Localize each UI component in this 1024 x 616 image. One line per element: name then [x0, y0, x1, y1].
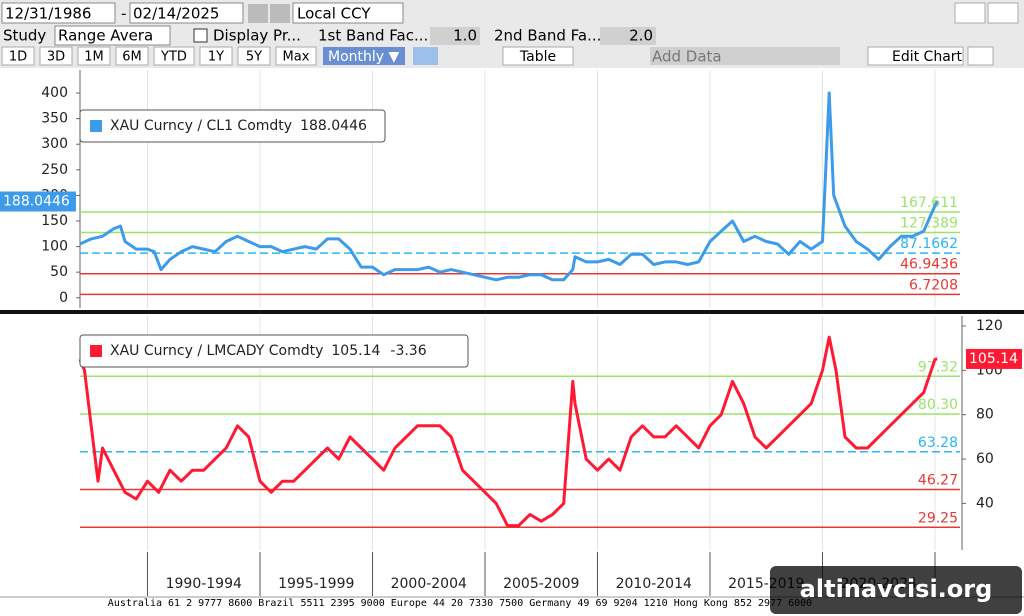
date-box[interactable] [129, 2, 244, 24]
currency: Local CCY [297, 5, 371, 23]
add-data: Add Data [652, 48, 722, 66]
end-date: 02/14/2025 [133, 5, 219, 23]
start-date: 12/31/1986 [5, 5, 91, 23]
date-box[interactable] [1, 2, 116, 24]
panel-divider [0, 310, 1024, 314]
band-label: 6.7208 [909, 277, 958, 293]
study: Range Avera [58, 27, 153, 45]
prev-button[interactable] [248, 4, 268, 23]
legend-value: 105.14 [331, 343, 380, 359]
band-label: 87.1662 [900, 236, 958, 252]
band-label: 97.32 [918, 359, 958, 375]
y-tick-label: 100 [41, 239, 68, 255]
y-tick-label: 60 [976, 451, 994, 467]
checkbox[interactable] [193, 28, 208, 43]
y-tick-label: 40 [976, 495, 994, 511]
next-button[interactable] [270, 4, 290, 23]
series-line [79, 91, 939, 282]
period-label: 1Y [208, 50, 224, 65]
legend-box [79, 109, 386, 143]
legend-value: 188.0446 [300, 118, 367, 134]
icon-button[interactable] [967, 46, 994, 66]
frequency: Monthly ▼ [328, 49, 400, 65]
band1-box[interactable] [430, 27, 480, 45]
y-tick-label: 250 [41, 162, 68, 178]
redo-button[interactable] [987, 2, 1019, 24]
date-sep: - [121, 5, 126, 23]
legend-box [79, 334, 469, 368]
last-value-tag [966, 348, 1022, 369]
band-label: 63.28 [918, 435, 958, 451]
last-value-tag-label: 188.0446 [3, 194, 70, 210]
x-period-label: 1995-1999 [278, 576, 354, 592]
legend-label: XAU Curncy / CL1 Comdty [110, 118, 292, 134]
y-tick-label: 350 [41, 111, 68, 127]
band-label: 127.389 [900, 216, 958, 232]
series-line [78, 335, 938, 528]
y-tick-label: 400 [41, 85, 68, 101]
x-period-label: 2010-2014 [616, 576, 692, 592]
period-button[interactable] [39, 46, 73, 66]
period-label: YTD [160, 50, 187, 65]
band-label: 29.25 [918, 510, 958, 526]
footer: Australia 61 2 9777 8600 Brazil 5511 239… [108, 598, 812, 609]
y-tick-label: 120 [976, 318, 1003, 334]
last-value-tag-label: 105.14 [969, 351, 1018, 367]
y-tick-label: 150 [41, 213, 68, 229]
x-period-label: 1990-1994 [166, 576, 242, 592]
legend-swatch [90, 120, 102, 132]
band-label: 46.9436 [900, 257, 958, 273]
add-data-box[interactable] [650, 47, 840, 65]
band1: 1.0 [453, 27, 477, 45]
band-label: 46.27 [918, 473, 958, 489]
table-button[interactable] [502, 46, 574, 66]
band2: 2.0 [629, 27, 653, 45]
period-button[interactable] [1, 46, 35, 66]
watermark: altinavcisi.org [800, 575, 993, 603]
x-period-label: 2005-2009 [503, 576, 579, 592]
period-label: 1D [9, 50, 27, 65]
period-button[interactable] [199, 46, 233, 66]
currency-box[interactable] [292, 2, 404, 24]
last-value-tag [0, 191, 76, 212]
x-period-label: 2000-2004 [391, 576, 467, 592]
study-label: Study [3, 27, 46, 45]
legend-change: -3.36 [390, 343, 426, 359]
band1-label: 1st Band Fac... [318, 27, 428, 45]
y-tick-label: 80 [976, 407, 994, 423]
frequency-box[interactable] [323, 47, 405, 65]
period-button[interactable] [275, 46, 317, 66]
period-label: 3D [47, 50, 65, 65]
band-label: 167.611 [900, 195, 958, 211]
period-label: 5Y [246, 50, 262, 65]
legend-swatch [90, 345, 102, 357]
display: Display Pr... [213, 27, 301, 45]
period-button[interactable] [115, 46, 149, 66]
edit-chart: Edit Chart [892, 49, 963, 65]
legend-label: XAU Curncy / LMCADY Comdty [110, 343, 323, 359]
period-label: Max [283, 50, 310, 65]
watermark-bg [770, 566, 1022, 614]
band-label: 80.30 [918, 397, 958, 413]
period-button[interactable] [77, 46, 111, 66]
period-button[interactable] [153, 46, 195, 66]
table: Table [519, 49, 556, 65]
y-tick-label: 300 [41, 136, 68, 152]
y-tick-label: 0 [59, 290, 68, 306]
band2-label: 2nd Band Fa... [494, 27, 601, 45]
edit-chart-button[interactable] [867, 46, 964, 66]
undo-button[interactable] [954, 2, 986, 24]
tool-button[interactable] [413, 47, 438, 65]
period-button[interactable] [237, 46, 271, 66]
period-label: 6M [122, 50, 142, 65]
study-box[interactable] [54, 25, 171, 46]
period-label: 1M [84, 50, 104, 65]
period-buttons: 1D 3D 1M 6M YTD 1Y 5Y Max [1, 46, 317, 66]
band2-box[interactable] [600, 27, 656, 45]
y-tick-label: 50 [50, 264, 68, 280]
